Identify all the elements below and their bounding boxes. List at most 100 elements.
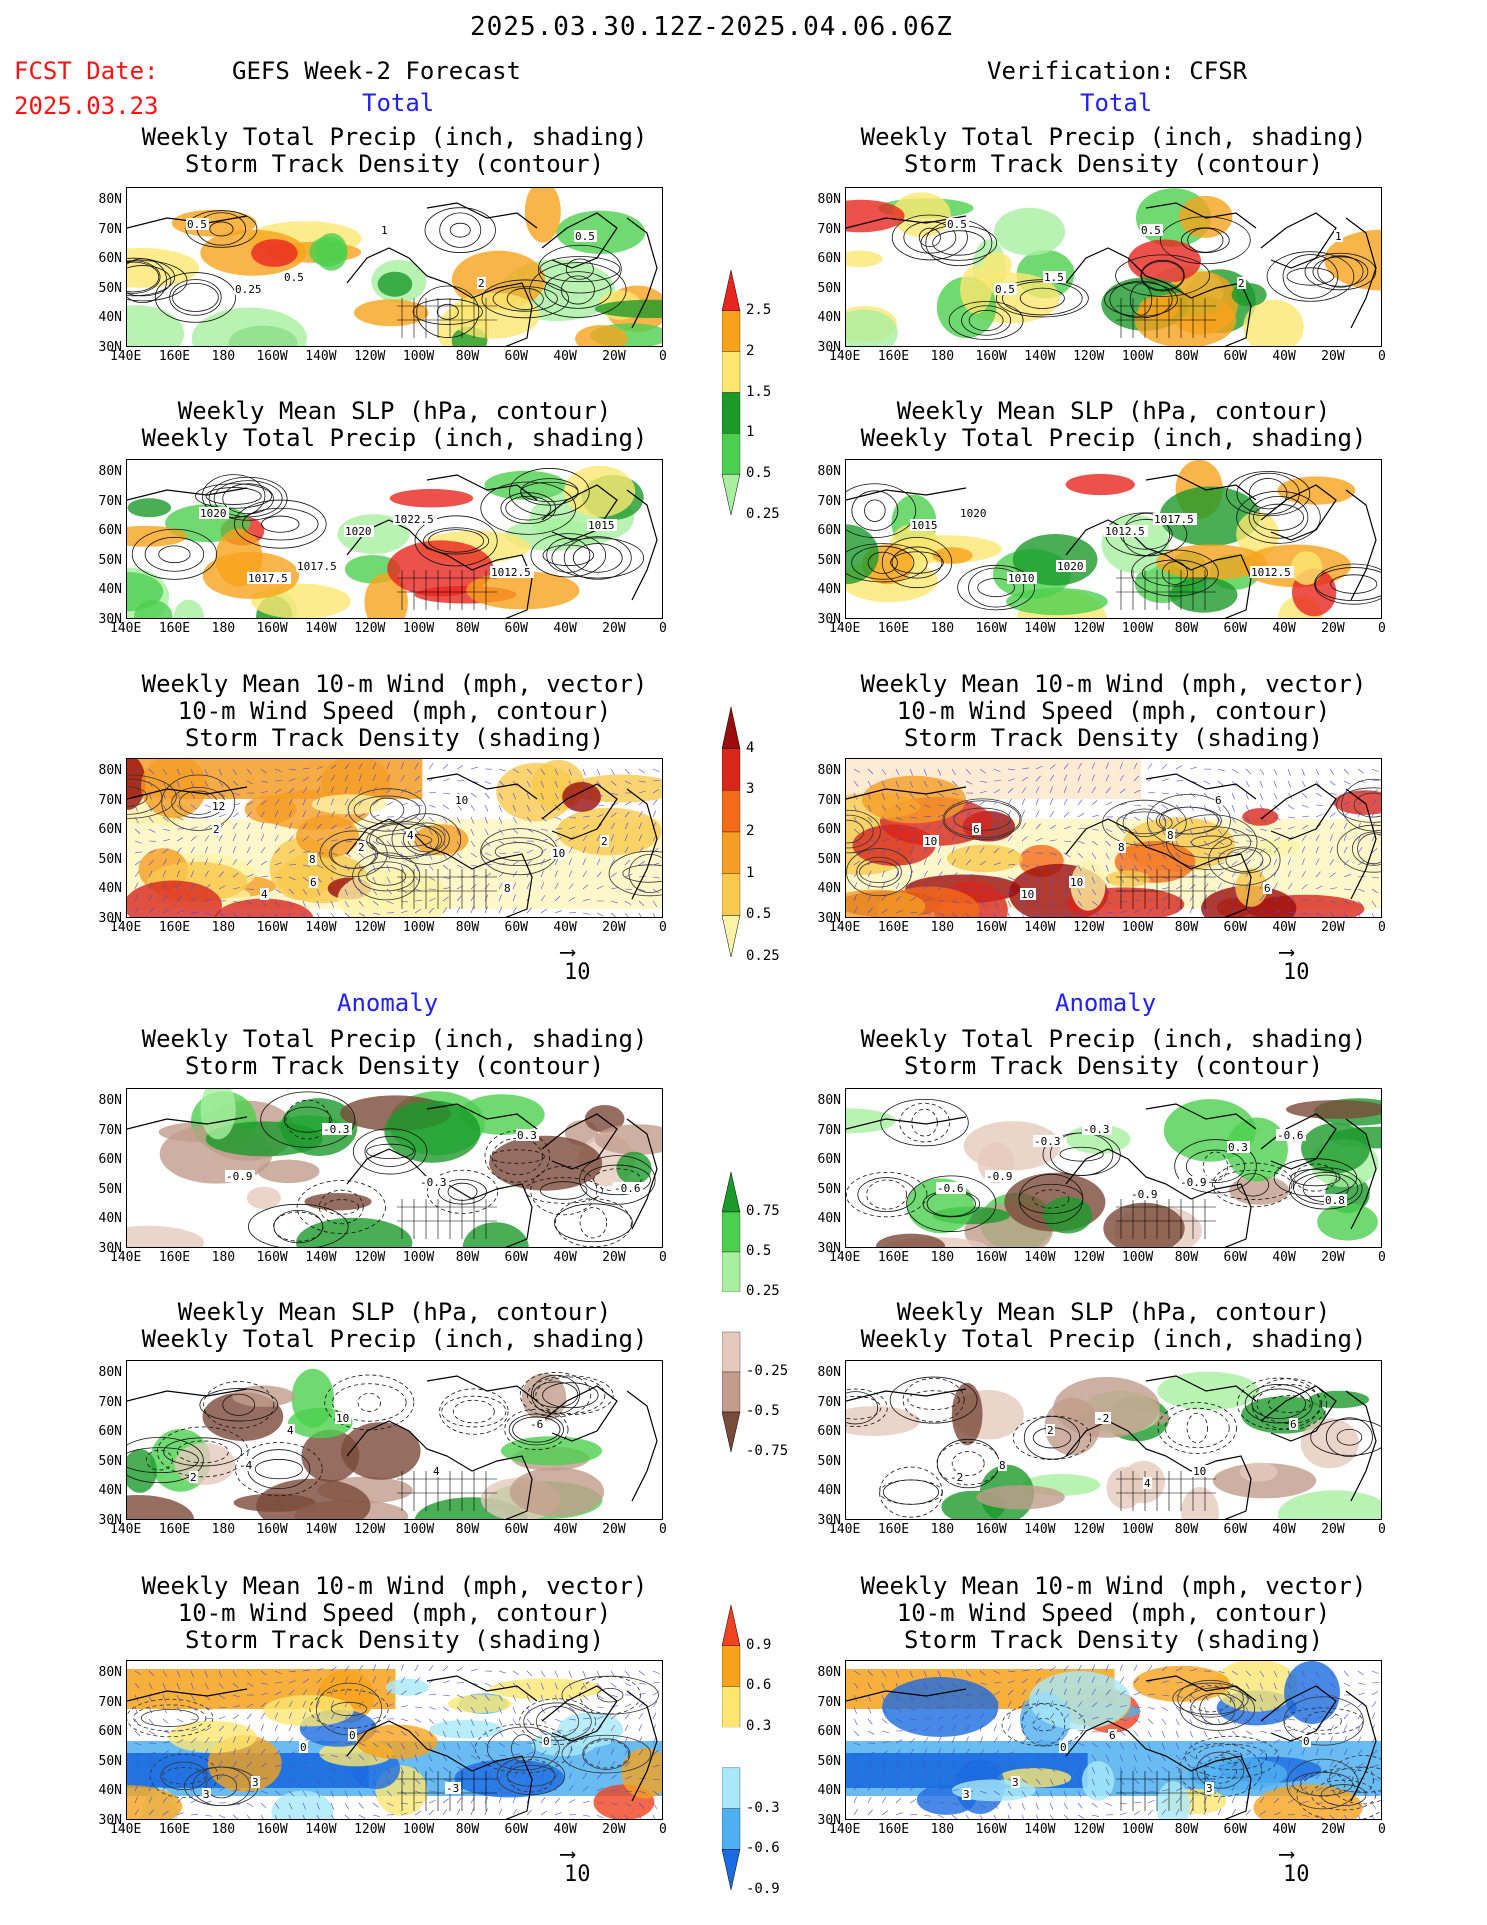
wind-vector	[512, 1670, 520, 1675]
contour-line	[158, 545, 191, 564]
wind-vector	[1273, 1706, 1279, 1713]
contour-line	[127, 778, 163, 815]
contour-line	[511, 1734, 536, 1763]
lat-tick-label: 30N	[817, 611, 841, 627]
wind-vector	[512, 894, 516, 902]
wind-vector	[484, 1718, 488, 1726]
wind-vector	[442, 864, 449, 870]
wind-vector	[456, 840, 461, 848]
contour-line	[1305, 1711, 1342, 1731]
wind-vector	[1049, 798, 1054, 806]
wind-vector	[965, 801, 973, 806]
wind-vector	[414, 876, 421, 883]
wind-vector	[1371, 1802, 1377, 1809]
shading-blob	[1301, 1123, 1370, 1174]
wind-vector	[951, 1802, 959, 1806]
wind-vector	[288, 778, 296, 782]
wind-vector	[134, 1706, 138, 1714]
wind-vector	[1133, 1730, 1139, 1737]
period-title: 2025.03.30.12Z-2025.04.06.06Z	[470, 12, 953, 42]
wind-vector	[895, 837, 903, 842]
shading-blob	[127, 1785, 183, 1819]
wind-vector	[232, 1725, 238, 1732]
wind-vector	[1231, 906, 1236, 914]
contour-line	[127, 257, 176, 297]
wind-vector	[1091, 840, 1098, 846]
wind-vector	[232, 900, 240, 904]
wind-vector	[979, 860, 986, 866]
wind-vector	[344, 1700, 349, 1708]
wind-vector	[1133, 1801, 1141, 1804]
wind-vector	[1105, 1754, 1110, 1762]
wind-vector	[568, 1814, 577, 1816]
contour-label: 0.8	[1325, 1194, 1345, 1207]
wind-vector	[652, 789, 660, 794]
lat-tick-label: 50N	[98, 851, 122, 867]
contour-line	[273, 1209, 324, 1244]
wind-vector	[1077, 786, 1082, 794]
panel-title-forecast-5-1: 10-m Wind Speed (mph, contour)	[177, 1599, 612, 1627]
shading-blob	[127, 498, 172, 518]
wind-vector	[288, 1670, 296, 1673]
wind-vector	[937, 1748, 941, 1756]
wind-vector	[1371, 862, 1379, 866]
wind-vector	[1231, 1670, 1239, 1675]
wind-vector	[1007, 1751, 1015, 1756]
wind-vector	[1343, 811, 1349, 818]
lat-tick-label: 50N	[817, 280, 841, 296]
wind-vector	[596, 1748, 600, 1756]
map-panel-forecast-0: 0.5 0.5 1 2 0.5 0.25	[126, 187, 663, 347]
wind-vector	[1203, 1718, 1207, 1726]
wind-vector	[302, 767, 310, 770]
contour-line	[156, 1426, 249, 1478]
wind-vector	[1091, 1664, 1096, 1672]
wind-vector	[937, 858, 942, 866]
lon-tick-label: 100W	[402, 1522, 435, 1537]
wind-vector	[1343, 1761, 1350, 1768]
contour-line	[140, 1709, 199, 1727]
wind-vector	[1371, 1682, 1379, 1684]
panel-title-forecast-1-1: Weekly Total Precip (inch, shading)	[141, 424, 648, 452]
wind-vector	[1119, 864, 1124, 872]
contour-line	[1155, 806, 1222, 835]
wind-vector	[204, 846, 209, 854]
wind-vector	[582, 1682, 587, 1690]
contour-line	[163, 1437, 243, 1467]
wind-vector	[176, 1694, 181, 1702]
contour-line	[169, 279, 222, 316]
shading-blob	[1028, 1671, 1131, 1730]
wind-vector	[274, 912, 278, 917]
contour-label: 0.5	[947, 218, 967, 231]
contour-label: 10	[1193, 1465, 1206, 1478]
shading-blob	[846, 250, 883, 268]
wind-vector	[302, 1712, 306, 1720]
shading-blob	[1105, 870, 1151, 887]
wind-vector	[470, 816, 474, 824]
wind-vector	[526, 1784, 530, 1792]
wind-vector	[1245, 1718, 1251, 1725]
wind-vector	[1343, 900, 1351, 905]
wind-vector	[540, 1772, 544, 1780]
lon-tick-label: 0	[1378, 349, 1386, 364]
wind-vector	[568, 1799, 576, 1804]
wind-vector	[923, 1786, 930, 1792]
wind-vector	[1049, 864, 1056, 870]
wind-vector	[498, 1682, 505, 1688]
wind-vector	[965, 1814, 970, 1819]
wind-vector	[442, 1694, 450, 1697]
wind-vector	[1189, 906, 1193, 914]
wind-vector	[526, 1670, 533, 1677]
wind-vector	[1315, 813, 1323, 818]
wind-vector	[498, 1670, 506, 1674]
wind-vector	[1343, 801, 1351, 806]
wind-vector	[274, 862, 282, 866]
wind-vector	[853, 1682, 859, 1689]
lon-tick-label: 160W	[256, 1522, 288, 1537]
shading-blob	[1065, 473, 1135, 496]
wind-vector	[218, 1716, 226, 1720]
wind-vector	[288, 768, 296, 771]
wind-vector	[937, 885, 945, 890]
wind-vector	[1217, 871, 1224, 878]
wind-vector	[568, 897, 576, 902]
